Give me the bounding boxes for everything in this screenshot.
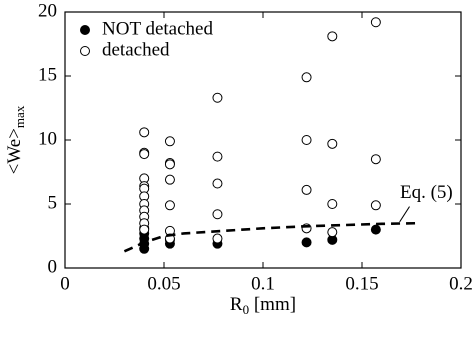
y-tick-label: 10 <box>38 128 57 149</box>
y-tick-label: 0 <box>48 256 58 277</box>
y-tick-label: 5 <box>48 192 58 213</box>
x-label-unit: [mm] <box>254 294 296 315</box>
data-point <box>212 92 223 103</box>
data-point <box>212 209 223 220</box>
curve-annotation: Eq. (5) <box>400 182 453 203</box>
legend-label: NOT detached <box>102 18 213 39</box>
model-curve <box>123 221 418 253</box>
data-point <box>212 151 223 162</box>
y-label-main: <We> <box>4 128 25 174</box>
data-point <box>370 224 381 235</box>
legend-marker <box>80 25 90 35</box>
legend-marker <box>80 46 90 56</box>
data-point <box>164 200 175 211</box>
data-point <box>212 178 223 189</box>
x-tick-label: 0 <box>60 273 70 294</box>
data-point <box>301 72 312 83</box>
data-point <box>370 200 381 211</box>
data-point <box>164 174 175 185</box>
x-tick-label: 0.2 <box>449 273 473 294</box>
data-point <box>301 184 312 195</box>
data-point <box>327 227 338 238</box>
x-tick-label: 0.1 <box>251 273 275 294</box>
y-tick-label: 15 <box>38 64 57 85</box>
y-label-sub: max <box>12 105 27 128</box>
data-point <box>164 159 175 170</box>
x-axis-label: R0 [mm] <box>230 294 296 317</box>
data-point <box>301 237 312 248</box>
data-point <box>164 136 175 147</box>
x-label-main: R <box>230 294 243 315</box>
data-point <box>301 135 312 145</box>
legend-label: detached <box>102 39 170 60</box>
data-point <box>212 233 223 244</box>
annotation-leader <box>399 206 410 223</box>
y-axis-label: <We>max <box>4 105 27 174</box>
data-point <box>139 127 150 138</box>
data-point <box>370 154 381 165</box>
data-point <box>139 149 150 160</box>
data-point <box>139 224 150 235</box>
x-tick-label: 0.15 <box>345 273 378 294</box>
data-point <box>327 31 338 42</box>
data-point <box>370 17 381 28</box>
y-tick-label: 20 <box>38 0 57 21</box>
x-tick-label: 0.05 <box>147 273 180 294</box>
data-point <box>327 138 338 149</box>
x-label-sub: 0 <box>243 302 250 317</box>
data-point <box>327 199 338 209</box>
